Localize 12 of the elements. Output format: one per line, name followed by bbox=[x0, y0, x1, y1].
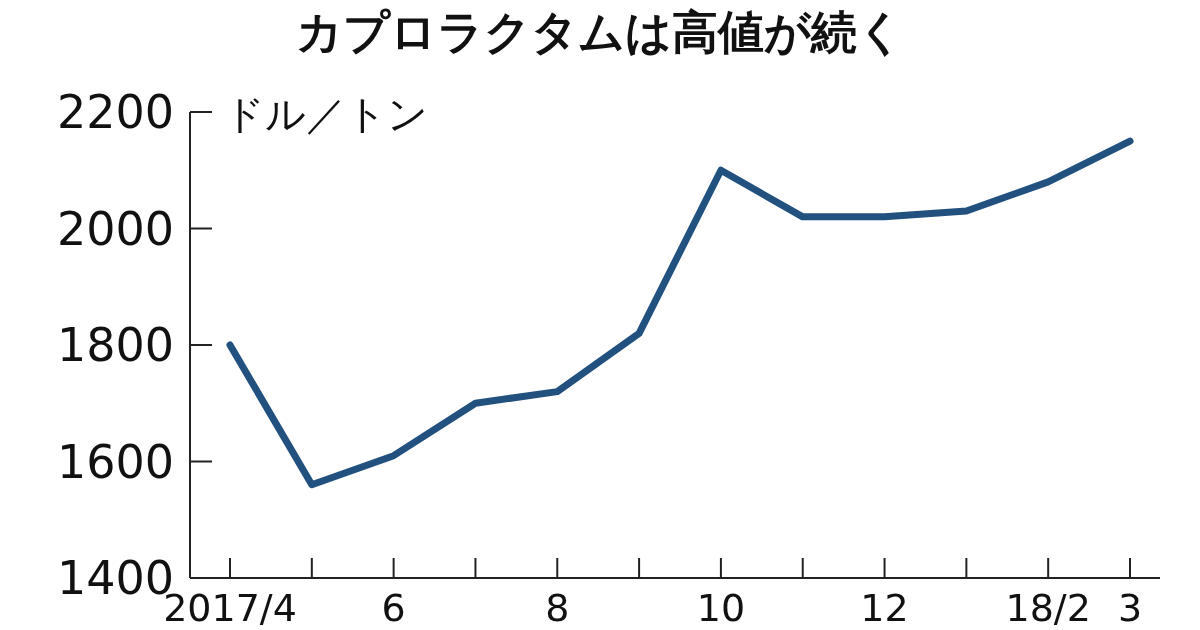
x-tick-label: 8 bbox=[545, 586, 570, 630]
y-tick-label: 1800 bbox=[56, 318, 174, 372]
y-tick-label: 1600 bbox=[56, 434, 174, 489]
x-tick-label: 6 bbox=[381, 586, 406, 630]
chart-title: カプロラクタムは高値が続く bbox=[296, 5, 904, 59]
x-tick-label: 18/2 bbox=[1005, 586, 1091, 630]
y-axis-title: ドル／トン bbox=[224, 91, 428, 137]
x-tick-label: 12 bbox=[860, 586, 909, 630]
y-tick-label: 2000 bbox=[56, 201, 174, 256]
x-tick-label: 10 bbox=[696, 586, 746, 630]
x-tick-label: 3 bbox=[1117, 586, 1143, 630]
y-tick-label: 2200 bbox=[56, 85, 174, 139]
